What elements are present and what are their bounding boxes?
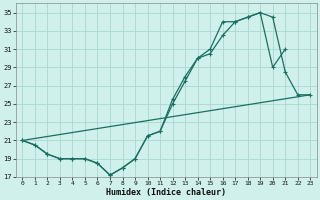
X-axis label: Humidex (Indice chaleur): Humidex (Indice chaleur) xyxy=(106,188,226,197)
